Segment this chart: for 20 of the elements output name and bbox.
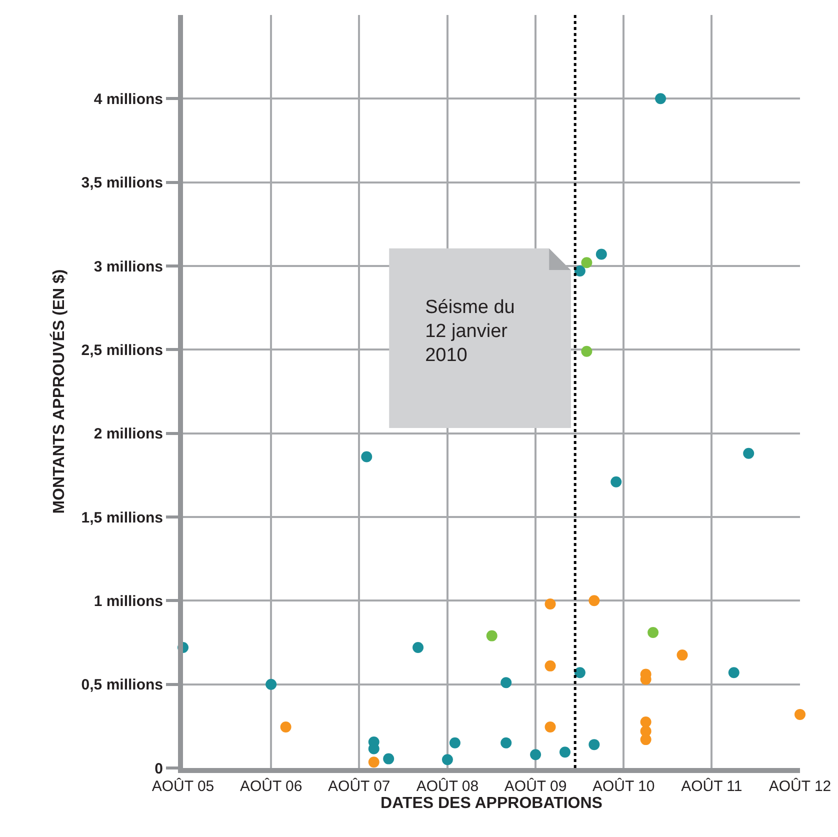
x-axis-title: DATES DES APPROBATIONS <box>380 795 603 812</box>
y-tick-label: 2 millions <box>94 426 163 443</box>
ref-line-label: Séisme du 12 janvier 2010 <box>425 296 515 368</box>
y-tick-label: 0 <box>154 760 163 778</box>
y-tick-label: 3,5 millions <box>81 174 163 192</box>
x-tick-label: AOÛT 09 <box>504 777 567 795</box>
y-tick-label: 1,5 millions <box>81 509 163 526</box>
x-tick-label: AOÛT 10 <box>592 777 655 795</box>
y-tick-label: 0,5 millions <box>81 676 163 694</box>
x-tick-label: AOÛT 11 <box>681 777 742 795</box>
y-tick-label: 4 millions <box>94 90 163 108</box>
x-tick-label: AOÛT 06 <box>240 777 302 795</box>
x-tick-label: AOÛT 12 <box>768 777 832 795</box>
y-tick-label: 3 millions <box>94 258 163 276</box>
x-tick-label: AOÛT 05 <box>152 777 214 795</box>
x-tick-label: AOÛT 08 <box>416 777 479 795</box>
y-tick-label: 1 millions <box>94 592 163 610</box>
y-axis-title: MONTANTS APPROUVÉS (EN $) <box>49 269 68 514</box>
x-tick-label: AOÛT 07 <box>328 777 390 795</box>
y-tick-label: 2,5 millions <box>81 342 163 359</box>
